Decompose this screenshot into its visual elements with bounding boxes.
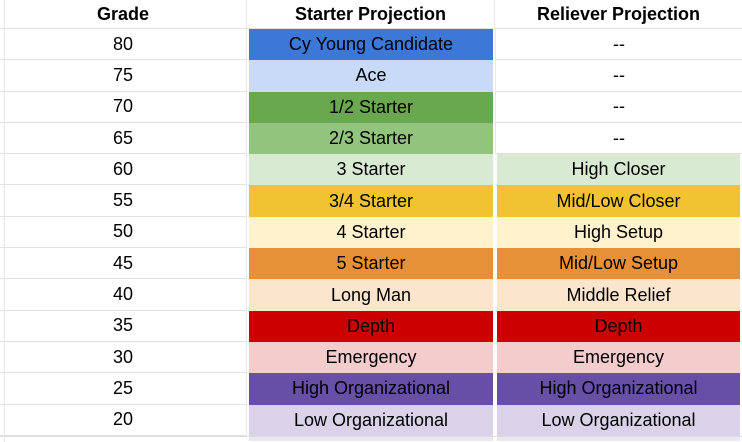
grade-cell[interactable]: 55 xyxy=(0,185,247,217)
starter-projection-cell[interactable]: 4 Starter xyxy=(247,216,495,249)
reliever-projection-cell[interactable]: -- xyxy=(495,122,742,155)
grade-cell[interactable]: 35 xyxy=(0,310,247,342)
reliever-projection-cell[interactable]: Mid/Low Closer xyxy=(495,185,742,217)
starter-projection-cell[interactable]: 1/2 Starter xyxy=(247,91,495,123)
starter-projection-cell[interactable]: High Organizational xyxy=(247,373,495,405)
partial-next-row xyxy=(0,436,742,441)
starter-projection-cell[interactable]: Emergency xyxy=(247,341,495,374)
table-row: 30 Emergency Emergency xyxy=(0,341,742,374)
partial-reliever-cell[interactable] xyxy=(495,437,742,441)
starter-projection-cell[interactable]: Ace xyxy=(247,60,495,92)
sheet-left-gridline xyxy=(4,0,5,442)
table-row: 60 3 Starter High Closer xyxy=(0,154,742,186)
table-row: 65 2/3 Starter -- xyxy=(0,122,742,155)
grade-cell[interactable]: 80 xyxy=(0,29,247,61)
partial-starter-cell[interactable] xyxy=(247,437,495,441)
table-row: 20 Low Organizational Low Organizational xyxy=(0,404,742,436)
grade-cell[interactable]: 45 xyxy=(0,248,247,280)
header-row: Grade Starter Projection Reliever Projec… xyxy=(0,0,742,29)
grade-cell[interactable]: 70 xyxy=(0,91,247,123)
reliever-projection-cell[interactable]: High Organizational xyxy=(495,373,742,405)
table-row: 40 Long Man Middle Relief xyxy=(0,279,742,311)
starter-projection-cell[interactable]: 2/3 Starter xyxy=(247,122,495,155)
table-row: 55 3/4 Starter Mid/Low Closer xyxy=(0,185,742,217)
table-row: 45 5 Starter Mid/Low Setup xyxy=(0,248,742,280)
reliever-projection-cell[interactable]: Low Organizational xyxy=(495,404,742,436)
partial-grade-cell[interactable] xyxy=(0,437,247,441)
col-header-grade[interactable]: Grade xyxy=(0,0,247,29)
table-row: 50 4 Starter High Setup xyxy=(0,216,742,249)
grade-cell[interactable]: 50 xyxy=(0,216,247,249)
reliever-projection-cell[interactable]: Depth xyxy=(495,310,742,342)
starter-projection-cell[interactable]: Cy Young Candidate xyxy=(247,29,495,61)
table-row: 25 High Organizational High Organization… xyxy=(0,373,742,405)
grade-cell[interactable]: 30 xyxy=(0,341,247,374)
reliever-projection-cell[interactable]: Middle Relief xyxy=(495,279,742,311)
reliever-projection-cell[interactable]: -- xyxy=(495,91,742,123)
reliever-projection-cell[interactable]: High Closer xyxy=(495,154,742,186)
grade-cell[interactable]: 25 xyxy=(0,373,247,405)
reliever-projection-cell[interactable]: -- xyxy=(495,29,742,61)
reliever-projection-cell[interactable]: -- xyxy=(495,60,742,92)
grade-cell[interactable]: 40 xyxy=(0,279,247,311)
col-header-starter-projection[interactable]: Starter Projection xyxy=(247,0,495,29)
starter-projection-cell[interactable]: Low Organizational xyxy=(247,404,495,436)
grade-cell[interactable]: 75 xyxy=(0,60,247,92)
starter-projection-cell[interactable]: 3 Starter xyxy=(247,154,495,186)
table-row: 35 Depth Depth xyxy=(0,310,742,342)
grade-cell[interactable]: 60 xyxy=(0,154,247,186)
table-row: 70 1/2 Starter -- xyxy=(0,91,742,123)
starter-projection-cell[interactable]: 5 Starter xyxy=(247,248,495,280)
col-header-reliever-projection[interactable]: Reliever Projection xyxy=(495,0,742,29)
starter-projection-cell[interactable]: Long Man xyxy=(247,279,495,311)
reliever-projection-cell[interactable]: Mid/Low Setup xyxy=(495,248,742,280)
table-row: 75 Ace -- xyxy=(0,60,742,92)
reliever-projection-cell[interactable]: High Setup xyxy=(495,216,742,249)
grade-cell[interactable]: 65 xyxy=(0,122,247,155)
starter-projection-cell[interactable]: 3/4 Starter xyxy=(247,185,495,217)
reliever-projection-cell[interactable]: Emergency xyxy=(495,341,742,374)
table-row: 80 Cy Young Candidate -- xyxy=(0,29,742,61)
grade-cell[interactable]: 20 xyxy=(0,404,247,436)
starter-projection-cell[interactable]: Depth xyxy=(247,310,495,342)
